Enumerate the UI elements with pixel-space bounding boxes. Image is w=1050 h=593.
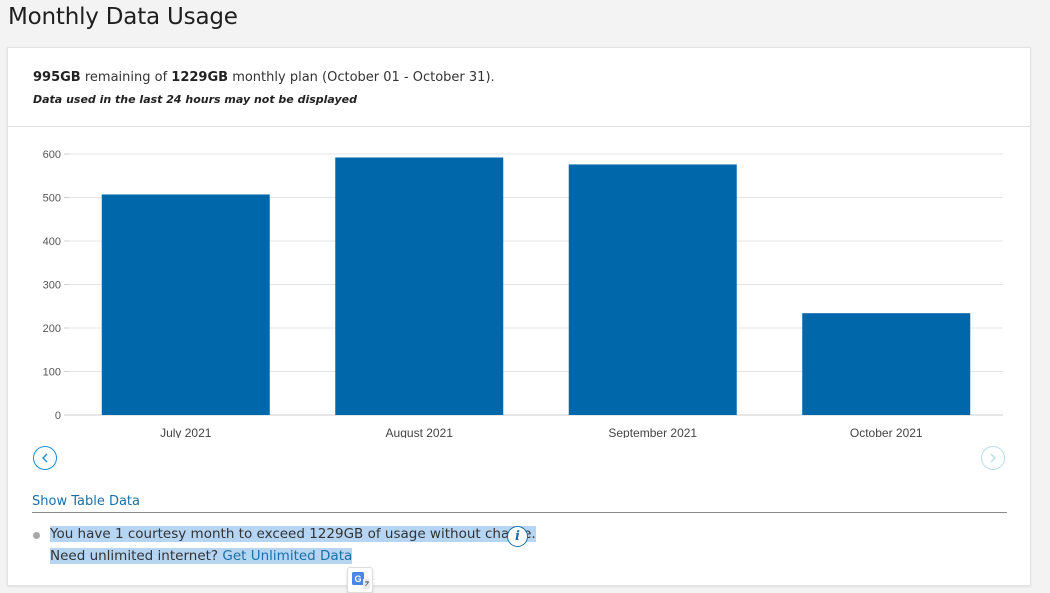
next-month-button[interactable]	[981, 446, 1005, 470]
unlimited-notice: Need unlimited internet? Get Unlimited D…	[50, 548, 353, 564]
y-tick-label: 200	[43, 323, 61, 335]
translate-icon[interactable]: G	[347, 567, 373, 593]
bar-august-2021	[335, 157, 504, 416]
y-tick-label: 500	[43, 193, 61, 205]
usage-bar-chart: 0 100 200 300 400 500 600 July 2021 August 2021 S…	[43, 149, 1003, 438]
y-tick-label: 300	[43, 280, 61, 292]
x-tick-label: August 2021	[386, 426, 454, 438]
y-tick-label: 400	[43, 236, 61, 248]
remaining-suffix: remaining of	[80, 70, 172, 85]
data-disclaimer: Data used in the last 24 hours may not b…	[33, 93, 358, 106]
svg-text:G: G	[354, 574, 361, 584]
courtesy-text: You have 1 courtesy month to exceed 1229…	[50, 526, 536, 542]
page-title: Monthly Data Usage	[8, 4, 238, 30]
translate-glyph: G	[352, 572, 370, 589]
bar-october-2021	[802, 313, 971, 415]
courtesy-notice: You have 1 courtesy month to exceed 1229…	[50, 526, 536, 542]
plan-total: 1229GB	[171, 70, 229, 85]
x-tick-label: October 2021	[850, 426, 923, 438]
bar-july-2021	[101, 194, 270, 415]
bullet-dot	[33, 532, 40, 539]
y-tick-label: 600	[43, 149, 61, 161]
chevron-right-icon	[990, 453, 996, 463]
chevron-left-icon	[42, 453, 48, 463]
x-tick-label: September 2021	[608, 426, 697, 438]
info-icon[interactable]: i	[507, 526, 528, 547]
unlimited-prefix: Need unlimited internet?	[50, 548, 219, 564]
plan-suffix: monthly plan (October 01 - October 31).	[228, 70, 495, 85]
y-tick-label: 0	[55, 410, 61, 422]
remaining-amount: 995GB	[33, 70, 81, 85]
y-tick-label: 100	[43, 367, 61, 379]
usage-card: 995GB remaining of 1229GB monthly plan (…	[7, 47, 1031, 586]
get-unlimited-data-link[interactable]: Get Unlimited Data	[222, 548, 353, 564]
usage-summary: 995GB remaining of 1229GB monthly plan (…	[8, 48, 1030, 127]
divider	[32, 512, 1007, 513]
bar-september-2021	[568, 164, 737, 415]
show-table-data-link[interactable]: Show Table Data	[32, 494, 140, 509]
previous-month-button[interactable]	[33, 446, 57, 470]
usage-summary-line: 995GB remaining of 1229GB monthly plan (…	[33, 70, 495, 85]
x-tick-label: July 2021	[160, 426, 212, 438]
